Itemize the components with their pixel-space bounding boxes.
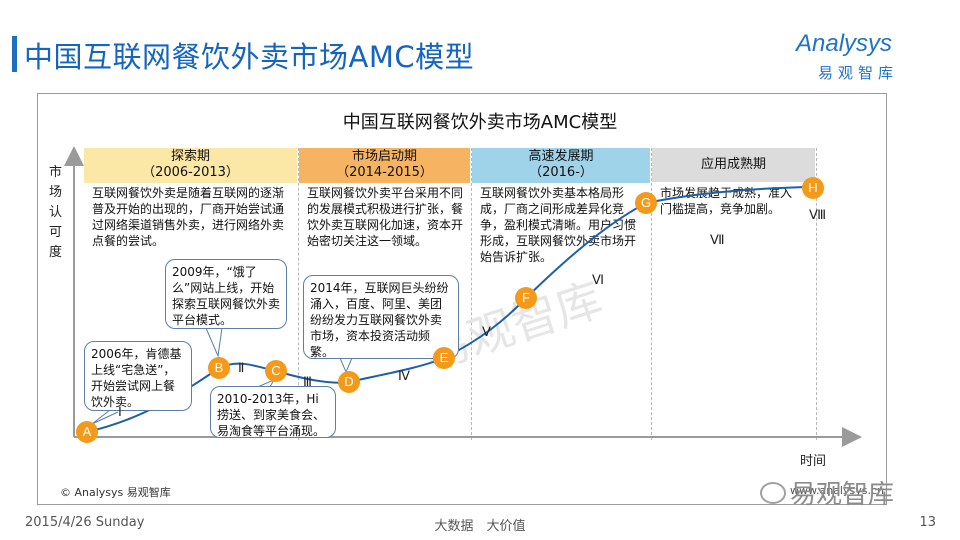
stage-marker-h: H	[802, 177, 824, 199]
event-bubble-2014: 2014年，互联网巨头纷纷涌入，百度、阿里、美团纷纷发力互联网餐饮外卖市场，资本…	[303, 275, 459, 359]
phase-header: 探索期 （2006-2013）	[84, 148, 297, 183]
segment-numeral: Ⅳ	[398, 368, 410, 383]
phase-header: 应用成熟期	[652, 148, 815, 182]
segment-numeral: Ⅴ	[482, 324, 491, 339]
page-title: 中国互联网餐饮外卖市场AMC模型	[24, 40, 475, 74]
segment-numeral: Ⅰ	[118, 404, 122, 419]
footer-slogan: 大数据 大价值	[434, 519, 526, 534]
stage-marker-e: E	[433, 347, 455, 369]
phase-description: 互联网餐饮外卖基本格局形成，厂商之间形成差异化竞争，盈利模式清晰。用户习惯形成，…	[480, 186, 637, 264]
stage-marker-d: D	[338, 371, 360, 393]
phase-maturity: 应用成熟期	[652, 148, 815, 440]
phase-launch: 市场启动期 （2014-2015）	[299, 148, 470, 440]
event-bubble-2009: 2009年，“饿了么”网站上线，开始探索互联网餐饮外卖平台模式。	[165, 259, 287, 329]
segment-numeral: Ⅷ	[809, 207, 827, 222]
x-axis-label: 时间	[800, 454, 827, 469]
diagram-title: 中国互联网餐饮外卖市场AMC模型	[342, 112, 618, 133]
segment-numeral: Ⅵ	[592, 272, 604, 287]
stage-marker-f: F	[515, 287, 537, 309]
phase-divider	[651, 148, 652, 440]
wechat-icon	[760, 482, 786, 504]
bubble-pointer	[205, 327, 223, 358]
segment-numeral: Ⅲ	[303, 374, 312, 389]
event-bubble-2006: 2006年，肯德基上线“宅急送”，开始尝试网上餐饮外卖。	[84, 341, 192, 411]
copyright-note: © Analysys 易观智库	[60, 486, 171, 499]
logo-subtitle: 易观智库	[818, 64, 899, 82]
phase-divider	[298, 148, 299, 440]
phase-description: 互联网餐饮外卖平台采用不同的发展模式积极进行扩张，餐饮外卖互联网化加速，资本开始…	[307, 186, 464, 248]
phase-header: 市场启动期 （2014-2015）	[299, 148, 470, 183]
footer-date: 2015/4/26 Sunday	[25, 515, 145, 530]
bubble-pointer	[91, 409, 119, 425]
page-number: 13	[919, 515, 936, 530]
phase-name: 高速发展期	[528, 149, 594, 164]
phase-header: 高速发展期 （2016-）	[472, 148, 650, 183]
phase-name: 应用成熟期	[700, 157, 766, 172]
segment-numeral: Ⅱ	[238, 360, 245, 375]
phase-divider	[471, 148, 472, 440]
phase-years: （2006-2013）	[142, 165, 239, 180]
event-bubble-2010: 2010-2013年，Hi捞送、到家美食会、易淘食等平台涌现。	[210, 386, 336, 438]
segment-numeral: Ⅶ	[710, 232, 725, 247]
stage-marker-a: A	[76, 421, 98, 443]
stage-marker-c: C	[265, 360, 287, 382]
stage-marker-g: G	[635, 192, 657, 214]
stage-marker-b: B	[208, 357, 230, 379]
wechat-watermark: 易观智库	[790, 480, 895, 510]
y-axis-label: 市场认可度	[49, 165, 63, 260]
bubble-pointer	[339, 357, 353, 374]
source-url: www.analysys.cn	[790, 484, 884, 497]
title-accent-bar	[12, 36, 17, 72]
phase-rapid-growth: 高速发展期 （2016-）	[472, 148, 650, 440]
phase-name: 市场启动期	[351, 149, 417, 164]
phase-description: 互联网餐饮外卖是随着互联网的逐渐普及开始的出现的，厂商开始尝试通过网络渠道销售外…	[92, 186, 285, 248]
phase-name: 探索期	[170, 149, 210, 164]
phase-exploration: 探索期 （2006-2013）	[84, 148, 297, 440]
phase-divider	[816, 148, 817, 440]
analysys-logo: Analysys 易观智库	[790, 26, 940, 86]
phase-years: （2016-）	[529, 165, 593, 180]
phase-years: （2014-2015）	[336, 165, 433, 180]
logo-wordmark: Analysys	[796, 30, 893, 57]
